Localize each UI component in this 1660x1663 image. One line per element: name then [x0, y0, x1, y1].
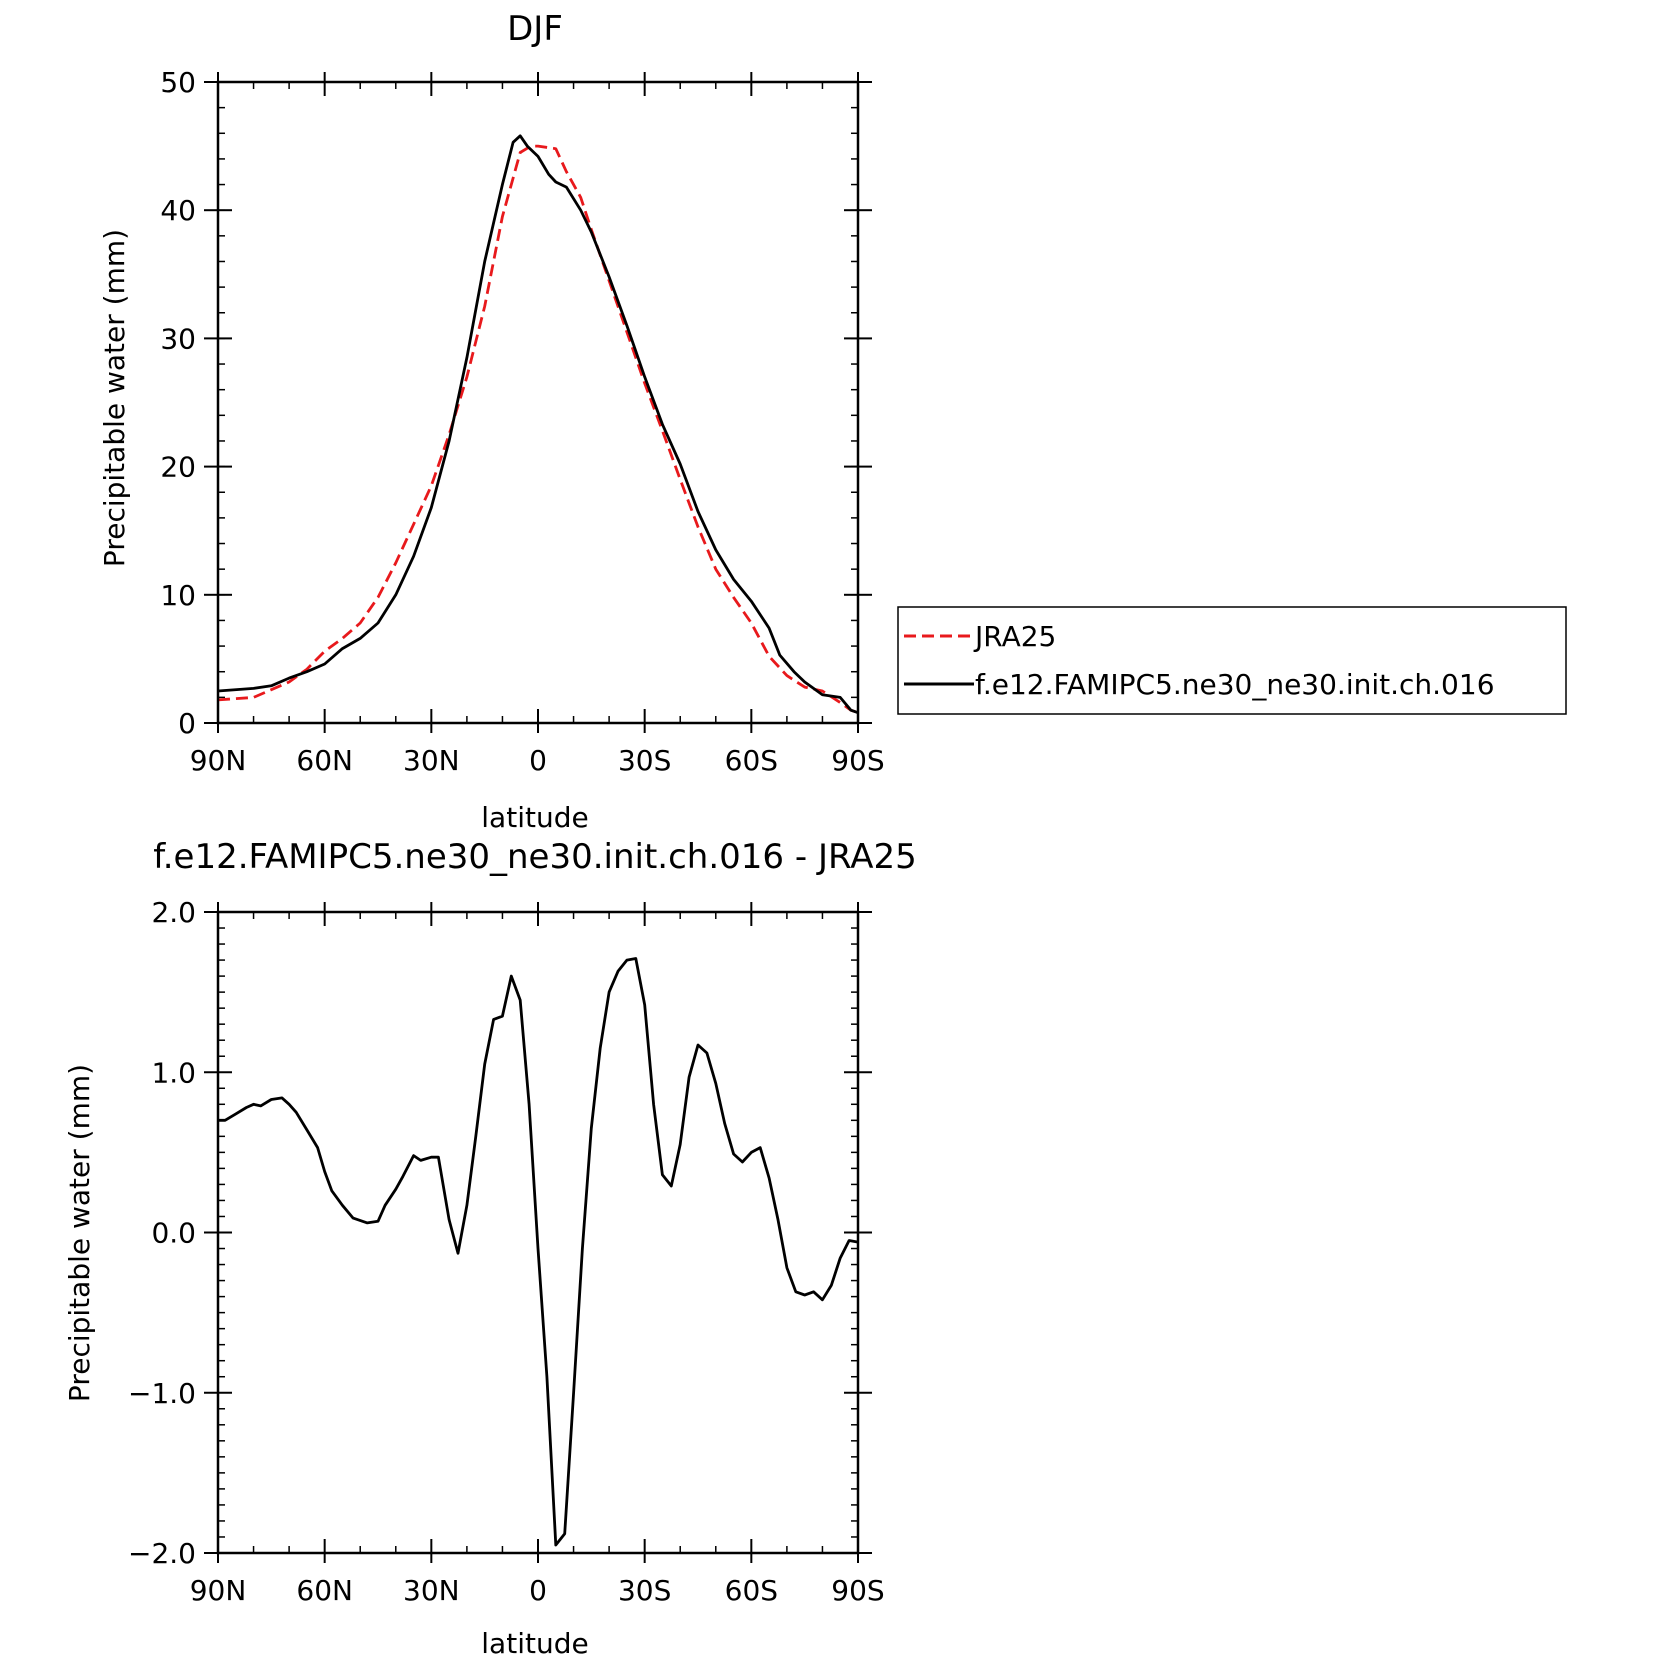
bottom-panel: f.e12.FAMIPC5.ne30_ne30.init.ch.016 - JR…	[63, 837, 917, 1660]
legend: JRA25 f.e12.FAMIPC5.ne30_ne30.init.ch.01…	[897, 606, 1567, 715]
x-tick-label: 90S	[831, 1574, 884, 1607]
top-panel: DJF 90N 60N 30N 0 30S 60S 90S 0 10 20 30 40 50 latit…	[98, 9, 885, 834]
y-tick-label: 10	[160, 579, 196, 612]
y-tick-label: 0.0	[151, 1217, 196, 1250]
series-line	[218, 957, 859, 1547]
legend-box	[897, 606, 1567, 715]
y-tick-label: 50	[160, 66, 196, 99]
x-tick-label: 30N	[403, 744, 460, 777]
x-tick-label: 90N	[190, 1574, 247, 1607]
x-tick-label: 30S	[618, 1574, 671, 1607]
y-tick-label: 30	[160, 322, 196, 355]
bottom-panel-frame	[216, 910, 860, 1555]
series-line	[217, 144, 859, 715]
y-tick-label: 20	[160, 451, 196, 484]
y-tick-label: 2.0	[151, 896, 196, 929]
x-tick-label: 30S	[618, 744, 671, 777]
bottom-panel-ylabel: Precipitable water (mm)	[63, 1064, 96, 1402]
x-tick-label: 90N	[190, 744, 247, 777]
y-tick-label: −1.0	[128, 1377, 196, 1410]
top-panel-series	[217, 134, 859, 715]
legend-label-model: f.e12.FAMIPC5.ne30_ne30.init.ch.016	[975, 668, 1495, 701]
top-panel-ylabel: Precipitable water (mm)	[98, 229, 131, 567]
top-panel-xlabel: latitude	[481, 801, 588, 834]
y-tick-label: 40	[160, 194, 196, 227]
y-tick-label: −2.0	[128, 1537, 196, 1570]
x-tick-label: 60S	[725, 744, 778, 777]
series-line	[217, 134, 859, 715]
bottom-panel-title: f.e12.FAMIPC5.ne30_ne30.init.ch.016 - JR…	[153, 837, 917, 877]
x-tick-label: 90S	[831, 744, 884, 777]
y-tick-label: 1.0	[151, 1056, 196, 1089]
x-tick-label: 60N	[296, 744, 353, 777]
x-tick-label: 30N	[403, 1574, 460, 1607]
x-tick-label: 60S	[725, 1574, 778, 1607]
top-panel-frame	[216, 80, 860, 725]
x-tick-label: 0	[529, 1574, 547, 1607]
legend-label-jra25: JRA25	[973, 620, 1056, 653]
bottom-panel-tick-labels: 90N 60N 30N 0 30S 60S 90S −2.0 −1.0 0.0 1.0 2.0	[128, 896, 885, 1607]
bottom-panel-series	[218, 957, 859, 1547]
top-panel-title: DJF	[507, 9, 563, 49]
x-tick-label: 60N	[296, 1574, 353, 1607]
top-panel-tick-labels: 90N 60N 30N 0 30S 60S 90S 0 10 20 30 40 50	[160, 66, 884, 777]
bottom-panel-xlabel: latitude	[481, 1627, 588, 1660]
x-tick-label: 0	[529, 744, 547, 777]
y-tick-label: 0	[178, 707, 196, 740]
